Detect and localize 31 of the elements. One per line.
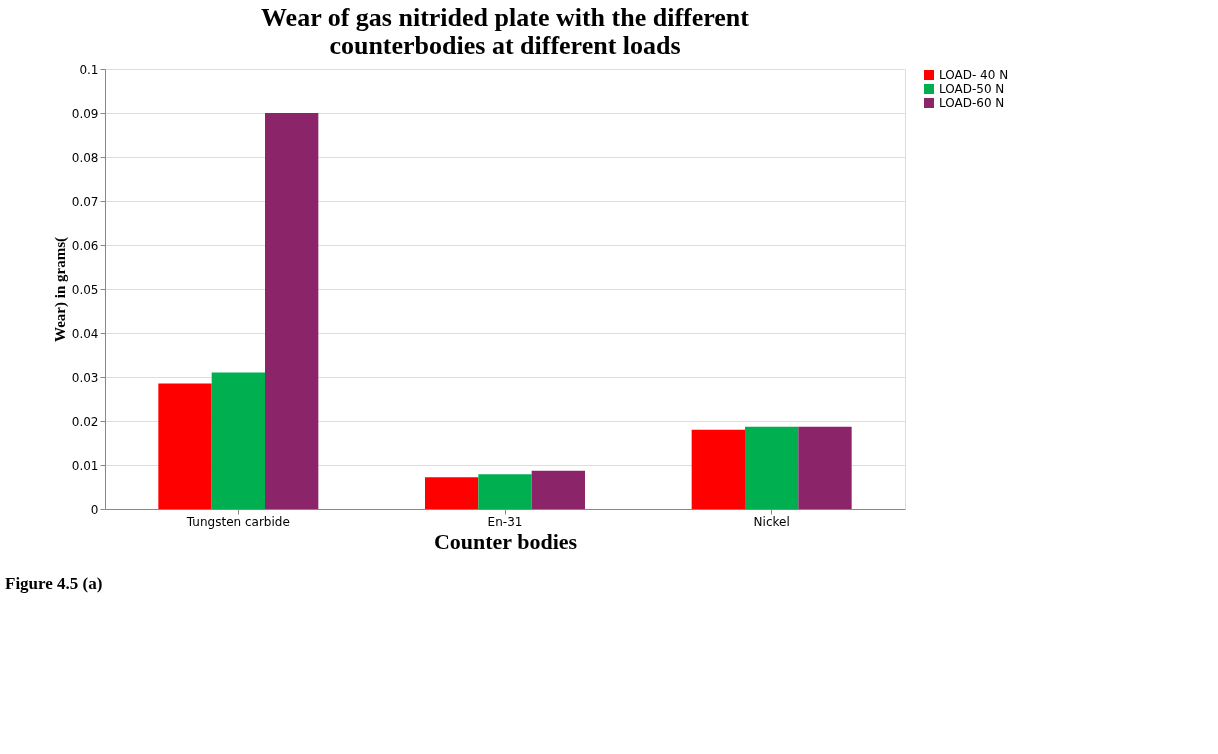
legend-label: LOAD- 40 N — [939, 68, 1009, 82]
y-tick-label: 0.04 — [71, 326, 99, 341]
x-tick-label: Tungsten carbide — [185, 514, 290, 529]
bar — [691, 429, 745, 509]
y-tick-label: 0.09 — [71, 106, 99, 121]
bar — [531, 470, 585, 509]
bar — [798, 426, 852, 509]
y-tick-label: 0 — [90, 502, 99, 517]
y-tick-label: 0.02 — [71, 414, 99, 429]
caption: Figure 4.5 (a) — [5, 574, 103, 593]
bar — [211, 372, 265, 509]
bar — [478, 474, 532, 509]
bar — [265, 113, 319, 509]
y-tick-label: 0.05 — [71, 282, 99, 297]
legend-label: LOAD-60 N — [939, 96, 1005, 110]
text: Wear of gas nitrided plate with the different — [261, 3, 749, 32]
x-tick-label: En-31 — [487, 514, 523, 529]
y-tick-label: 0.1 — [79, 62, 99, 77]
legend-label: LOAD-50 N — [939, 82, 1005, 96]
text: counterbodies at different loads — [329, 31, 681, 60]
y-tick-label: 0.08 — [71, 150, 99, 165]
x-axis-title: Counter bodies — [433, 528, 578, 554]
bar — [745, 426, 799, 509]
bar — [158, 383, 212, 509]
y-tick-label: 0.06 — [71, 238, 99, 253]
x-tick-label: Nickel — [753, 514, 790, 529]
y-tick-label: 0.07 — [71, 194, 99, 209]
y-tick-label: 0.03 — [71, 370, 99, 385]
bar — [425, 477, 479, 509]
y-axis-title: Wear) in grams( — [51, 237, 69, 342]
y-tick-label: 0.01 — [71, 458, 99, 473]
